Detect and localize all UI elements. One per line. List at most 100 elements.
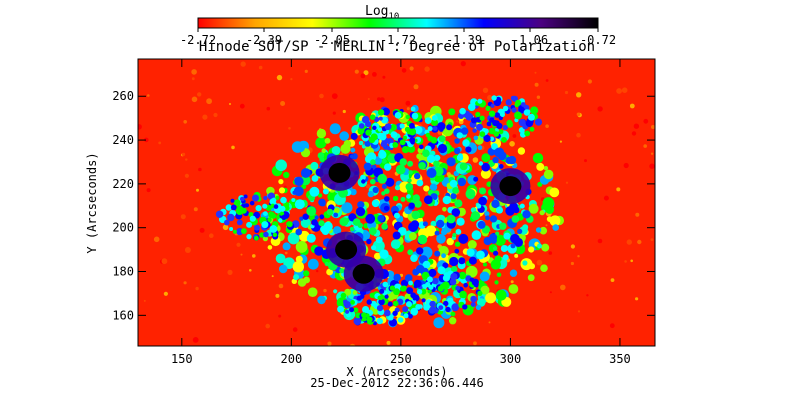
- heatmap-cell: [384, 163, 392, 171]
- heatmap-cell: [381, 116, 389, 124]
- heatmap-cell: [430, 150, 436, 156]
- heatmap-cell: [240, 196, 245, 202]
- heatmap-cell: [451, 303, 460, 312]
- heatmap-cell: [676, 140, 679, 143]
- heatmap-cell: [192, 337, 199, 343]
- heatmap-cell: [376, 305, 384, 312]
- heatmap-cell: [390, 124, 397, 131]
- heatmap-cell: [318, 220, 325, 227]
- heatmap-cell: [471, 230, 482, 240]
- heatmap-cell: [382, 107, 390, 116]
- colorbar-tick-label: -2.72: [180, 33, 216, 47]
- heatmap-cell: [297, 278, 307, 287]
- heatmap-cell: [267, 217, 272, 222]
- heatmap-cell: [630, 259, 633, 263]
- heatmap-cell: [409, 137, 416, 144]
- heatmap-cell: [616, 187, 621, 192]
- heatmap-cell: [489, 215, 498, 223]
- heatmap-cell: [349, 226, 355, 232]
- heatmap-cell: [367, 190, 374, 198]
- heatmap-cell: [441, 253, 446, 259]
- heatmap-cell: [390, 239, 401, 249]
- x-axis-label: X (Arcseconds): [346, 365, 447, 379]
- colorbar-gradient: [197, 17, 599, 29]
- heatmap-cell: [405, 114, 410, 120]
- heatmap-cell: [236, 242, 241, 247]
- heatmap-cell: [438, 245, 449, 257]
- heatmap-cell: [438, 305, 444, 310]
- heatmap-cell: [512, 134, 517, 138]
- heatmap-cell: [406, 301, 412, 308]
- heatmap-cell: [376, 317, 383, 325]
- plot-frame: [137, 58, 656, 347]
- heatmap-cell: [514, 253, 519, 258]
- heatmap-cell: [454, 199, 463, 208]
- heatmap-cell: [381, 158, 387, 164]
- heatmap-cell: [322, 188, 329, 195]
- heatmap-cell: [465, 112, 474, 121]
- heatmap-cell: [509, 269, 518, 277]
- heatmap-cell: [411, 210, 421, 220]
- heatmap-cell: [408, 170, 413, 175]
- heatmap-cell: [411, 112, 419, 120]
- heatmap-cell: [361, 316, 367, 322]
- heatmap-cell: [320, 201, 326, 207]
- y-tick-label: 160: [112, 308, 134, 322]
- heatmap-cell: [407, 178, 412, 183]
- heatmap-cell: [531, 107, 537, 113]
- heatmap-cell: [357, 201, 365, 209]
- heatmap-cell: [389, 285, 396, 291]
- y-tick-label: 180: [112, 265, 134, 279]
- heatmap-cell: [537, 243, 542, 249]
- heatmap-cell: [377, 109, 385, 116]
- heatmap-cell: [361, 179, 366, 184]
- heatmap-cell: [503, 232, 511, 240]
- heatmap-cell: [534, 118, 543, 126]
- heatmap-cell: [496, 206, 503, 214]
- heatmap-cell: [455, 228, 462, 235]
- heatmap-cell: [535, 227, 542, 233]
- heatmap-cell: [510, 95, 516, 101]
- heatmap-cell: [510, 233, 520, 244]
- heatmap-cell: [426, 276, 433, 283]
- heatmap-cell: [456, 154, 464, 161]
- heatmap-cell: [489, 136, 495, 142]
- heatmap-cell: [428, 284, 434, 290]
- heatmap-cell: [437, 28, 440, 31]
- heatmap-cell: [400, 285, 407, 292]
- heatmap-cell: [434, 154, 441, 161]
- heatmap-cell: [471, 278, 479, 286]
- heatmap-cell: [403, 313, 409, 319]
- heatmap-cell: [402, 306, 409, 313]
- heatmap-cell: [375, 236, 383, 244]
- heatmap-cell: [275, 293, 280, 298]
- heatmap-cell: [493, 246, 498, 251]
- heatmap-cell: [476, 203, 482, 209]
- heatmap-cell: [456, 120, 459, 123]
- sunspot-umbra: [328, 162, 351, 183]
- heatmap-cell: [333, 289, 338, 294]
- heatmap-cell: [584, 159, 587, 163]
- heatmap-cell: [196, 188, 199, 192]
- heatmap-cell: [369, 114, 376, 120]
- heatmap-cell: [414, 172, 421, 180]
- heatmap-cell: [279, 264, 288, 274]
- heatmap-cell: [408, 313, 413, 319]
- x-tick-label: 250: [390, 352, 412, 366]
- heatmap-cell: [488, 110, 496, 117]
- heatmap-cell: [143, 299, 146, 302]
- heatmap-cell: [299, 216, 304, 221]
- heatmap-cell: [459, 107, 466, 115]
- heatmap-cell: [451, 265, 458, 273]
- heatmap-cell: [458, 257, 466, 265]
- heatmap-cell: [409, 66, 414, 71]
- heatmap-cell: [662, 251, 667, 256]
- heatmap-cell: [121, 116, 123, 118]
- heatmap-cell: [407, 249, 414, 256]
- heatmap-cell: [564, 90, 569, 95]
- heatmap-cell: [240, 253, 243, 256]
- heatmap-cell: [377, 174, 388, 184]
- heatmap-cell: [258, 65, 263, 70]
- heatmap-cell: [314, 246, 324, 256]
